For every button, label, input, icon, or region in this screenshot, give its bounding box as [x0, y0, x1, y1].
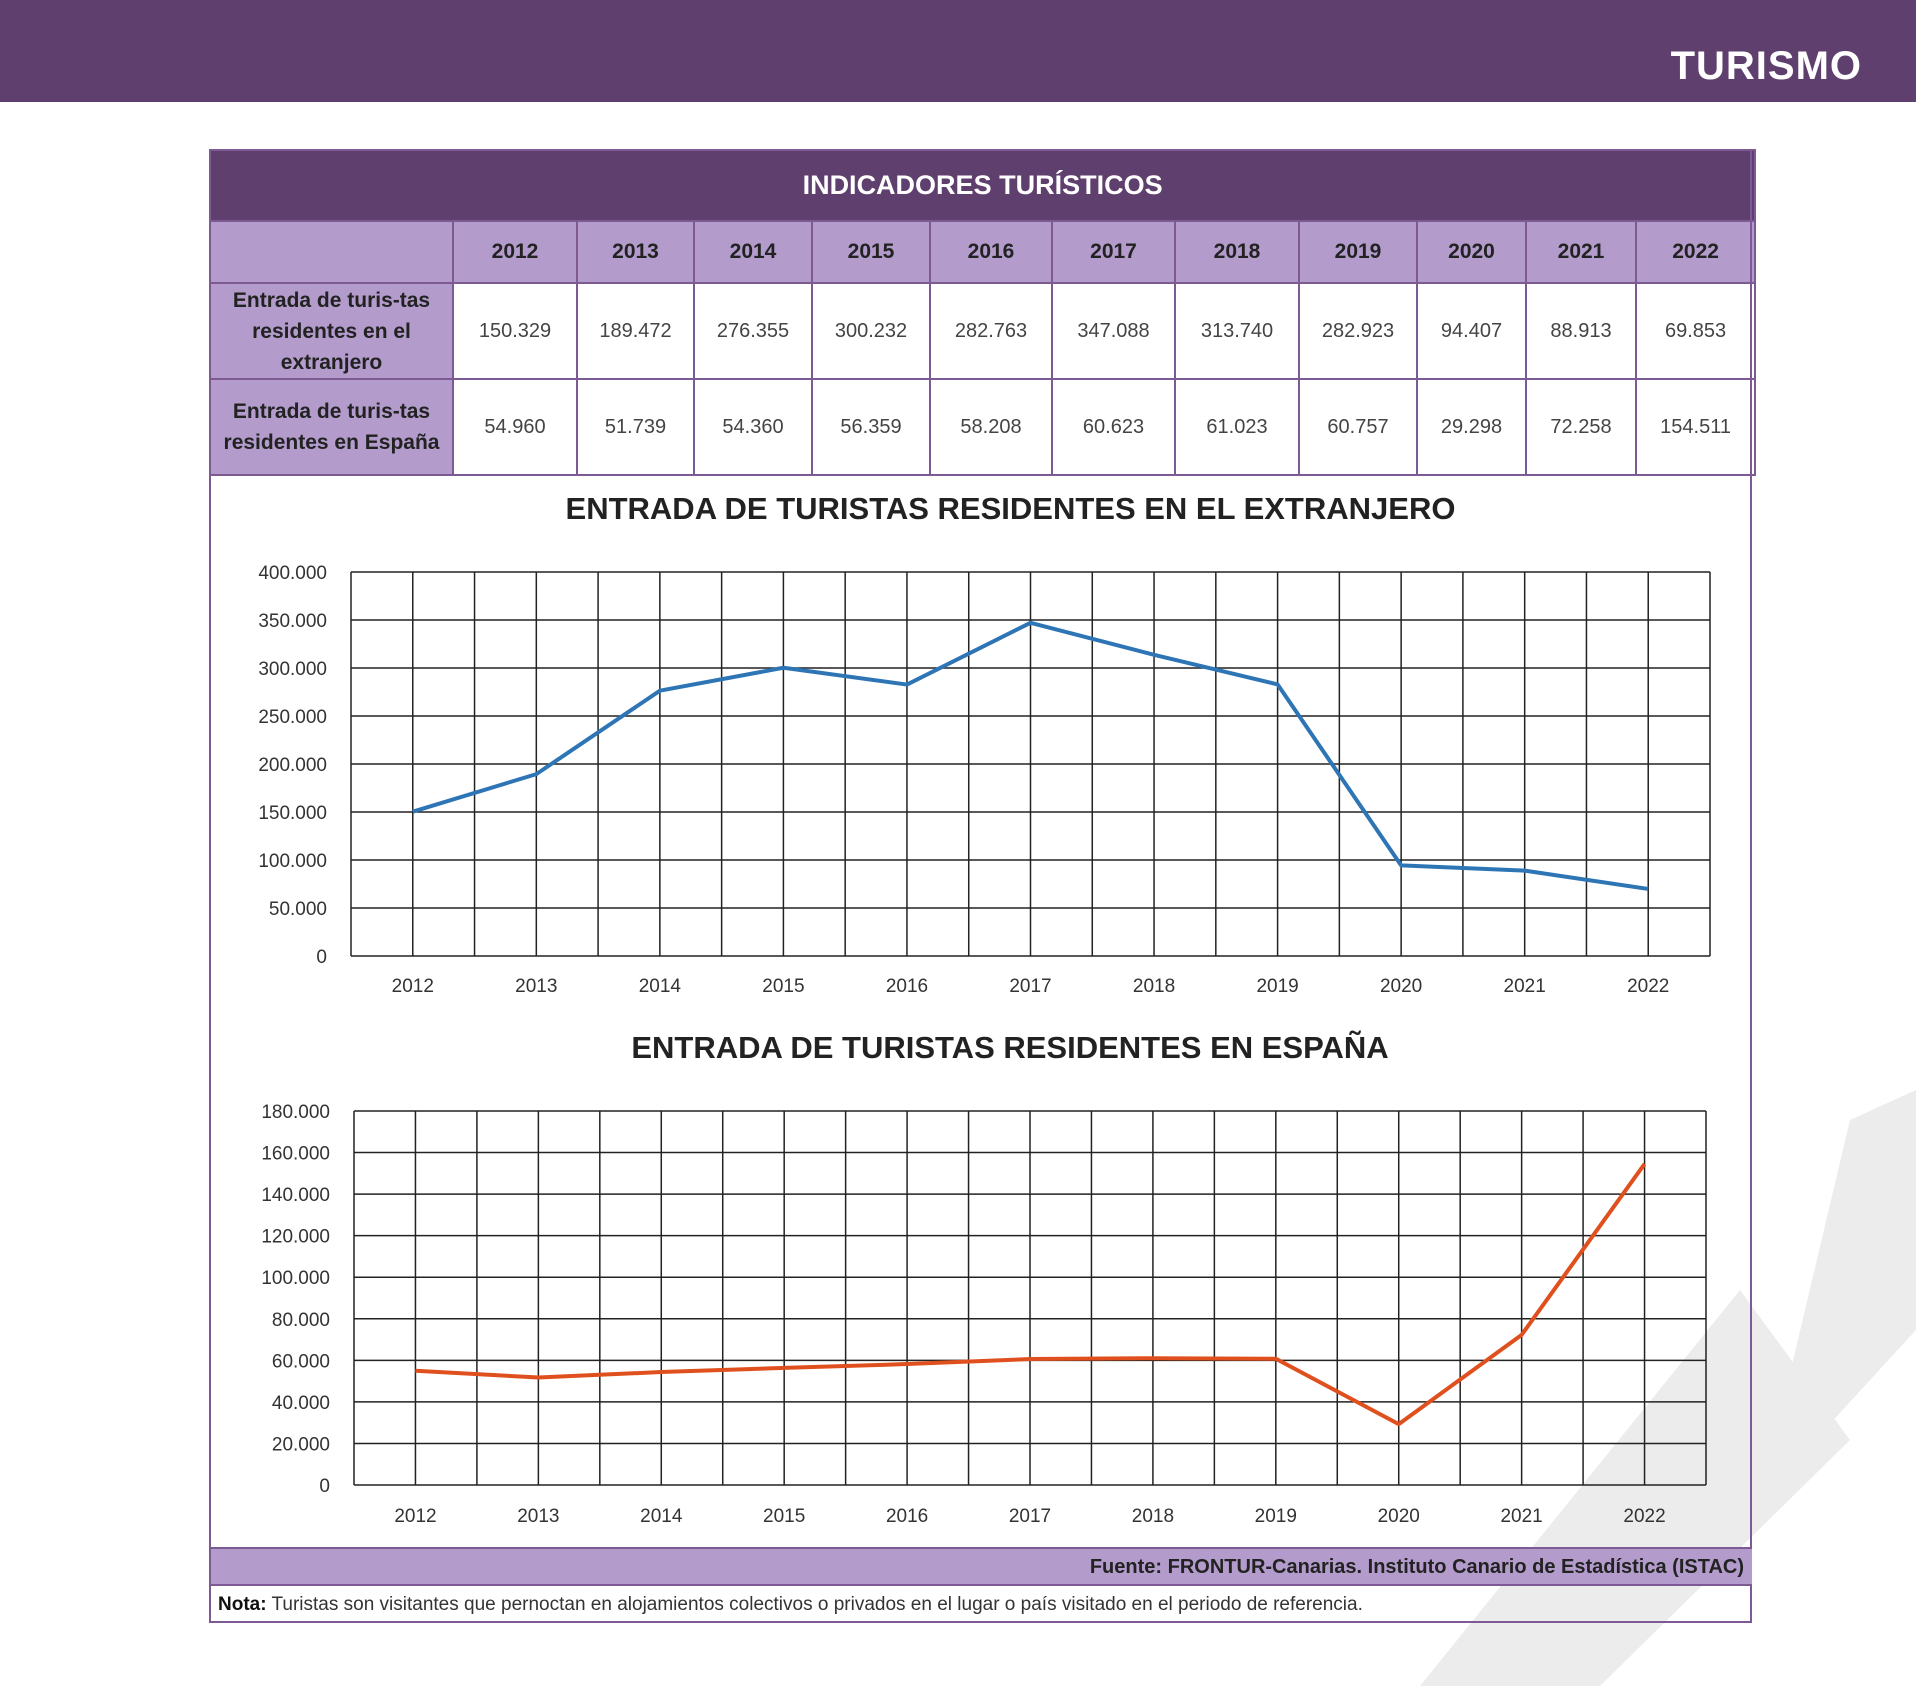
panel-border — [209, 149, 1752, 1623]
y-tick-label: 40.000 — [272, 1393, 330, 1414]
value-cell: 347.088 — [1051, 282, 1176, 380]
value-cell: 276.355 — [693, 282, 813, 380]
x-tick-label: 2017 — [1009, 976, 1051, 997]
x-tick-label: 2016 — [886, 1506, 928, 1527]
y-tick-label: 100.000 — [261, 1268, 330, 1289]
x-tick-label: 2018 — [1133, 976, 1175, 997]
source-label: Fuente: — [1089, 1556, 1163, 1578]
value-cell: 189.472 — [576, 282, 695, 380]
table-row: Entrada de turis-tas residentes en el ex… — [209, 282, 1757, 380]
x-tick-label: 2017 — [1009, 1506, 1051, 1527]
value-cell: 88.913 — [1525, 282, 1637, 380]
value-cell: 54.960 — [452, 378, 578, 476]
y-tick-label: 300.000 — [258, 659, 327, 680]
note-text: Turistas son visitantes que pernoctan en… — [271, 1594, 1363, 1615]
y-tick-label: 120.000 — [261, 1227, 330, 1248]
year-header: 2022 — [1634, 220, 1757, 284]
y-tick-label: 350.000 — [258, 611, 327, 632]
x-tick-label: 2020 — [1378, 1506, 1420, 1527]
note-label: Nota: — [218, 1594, 267, 1615]
y-tick-label: 180.000 — [261, 1102, 330, 1123]
value-cell: 29.298 — [1416, 378, 1527, 476]
x-tick-label: 2012 — [394, 1506, 436, 1527]
y-tick-label: 50.000 — [269, 899, 327, 920]
y-tick-label: 250.000 — [258, 707, 327, 728]
y-tick-label: 80.000 — [272, 1310, 330, 1331]
x-tick-label: 2012 — [392, 976, 434, 997]
y-tick-label: 0 — [316, 947, 327, 968]
year-header: 2019 — [1298, 220, 1418, 284]
x-tick-label: 2019 — [1255, 1506, 1297, 1527]
year-header: 2020 — [1416, 220, 1527, 284]
corner-cell — [209, 220, 454, 284]
y-tick-label: 140.000 — [261, 1185, 330, 1206]
row-label: Entrada de turis-tas residentes en el ex… — [209, 282, 454, 380]
chart-title: ENTRADA DE TURISTAS RESIDENTES EN ESPAÑA — [631, 1030, 1388, 1065]
section-title: TURISMO — [1670, 44, 1862, 88]
x-tick-label: 2020 — [1380, 976, 1422, 997]
x-tick-label: 2022 — [1623, 1506, 1665, 1527]
y-tick-label: 150.000 — [258, 803, 327, 824]
x-tick-label: 2019 — [1256, 976, 1298, 997]
value-cell: 154.511 — [1634, 378, 1757, 476]
y-tick-label: 100.000 — [258, 851, 327, 872]
value-cell: 51.739 — [576, 378, 695, 476]
x-tick-label: 2013 — [515, 976, 557, 997]
y-tick-label: 400.000 — [258, 563, 327, 584]
value-cell: 60.623 — [1051, 378, 1176, 476]
x-tick-label: 2016 — [886, 976, 928, 997]
x-tick-label: 2022 — [1627, 976, 1669, 997]
value-cell: 150.329 — [452, 282, 578, 380]
year-header: 2014 — [693, 220, 813, 284]
year-header: 2021 — [1525, 220, 1637, 284]
value-cell: 54.360 — [693, 378, 813, 476]
x-tick-label: 2014 — [639, 976, 682, 997]
x-tick-label: 2021 — [1500, 1506, 1542, 1527]
row-label: Entrada de turis-tas residentes en Españ… — [209, 378, 454, 476]
x-tick-label: 2015 — [763, 1506, 805, 1527]
x-tick-label: 2021 — [1504, 976, 1546, 997]
source-text: FRONTUR-Canarias. Instituto Canario de E… — [1167, 1556, 1744, 1578]
year-header: 2016 — [929, 220, 1053, 284]
value-cell: 313.740 — [1174, 282, 1300, 380]
value-cell: 56.359 — [811, 378, 931, 476]
x-tick-label: 2013 — [517, 1506, 559, 1527]
y-tick-label: 0 — [319, 1476, 330, 1497]
chart-title: ENTRADA DE TURISTAS RESIDENTES EN EL EXT… — [566, 491, 1456, 526]
top-banner: TURISMO — [0, 0, 1916, 102]
note: Nota: Turistas son visitantes que pernoc… — [218, 1586, 1748, 1624]
y-tick-label: 60.000 — [272, 1351, 330, 1372]
value-cell: 69.853 — [1634, 282, 1757, 380]
indicators-table: INDICADORES TURÍSTICOS 2012 2013 2014 2015 2… — [208, 149, 1757, 476]
year-header-row: 2012 2013 2014 2015 2016 2017 2018 2019 2020 2021… — [209, 220, 1757, 284]
y-tick-label: 200.000 — [258, 755, 327, 776]
source-bar: Fuente: FRONTUR-Canarias. Instituto Cana… — [211, 1547, 1752, 1586]
year-header: 2013 — [576, 220, 695, 284]
value-cell: 282.923 — [1298, 282, 1418, 380]
year-header: 2018 — [1174, 220, 1300, 284]
value-cell: 94.407 — [1416, 282, 1527, 380]
y-tick-label: 20.000 — [272, 1434, 330, 1455]
x-tick-label: 2015 — [762, 976, 804, 997]
y-tick-label: 160.000 — [261, 1144, 330, 1165]
x-tick-label: 2018 — [1132, 1506, 1174, 1527]
x-tick-label: 2014 — [640, 1506, 683, 1527]
value-cell: 60.757 — [1298, 378, 1418, 476]
table-title: INDICADORES TURÍSTICOS — [208, 149, 1757, 222]
value-cell: 61.023 — [1174, 378, 1300, 476]
year-header: 2015 — [811, 220, 931, 284]
year-header: 2012 — [452, 220, 578, 284]
value-cell: 300.232 — [811, 282, 931, 380]
table-row: Entrada de turis-tas residentes en Españ… — [209, 378, 1757, 476]
value-cell: 72.258 — [1525, 378, 1637, 476]
value-cell: 282.763 — [929, 282, 1053, 380]
value-cell: 58.208 — [929, 378, 1053, 476]
year-header: 2017 — [1051, 220, 1176, 284]
